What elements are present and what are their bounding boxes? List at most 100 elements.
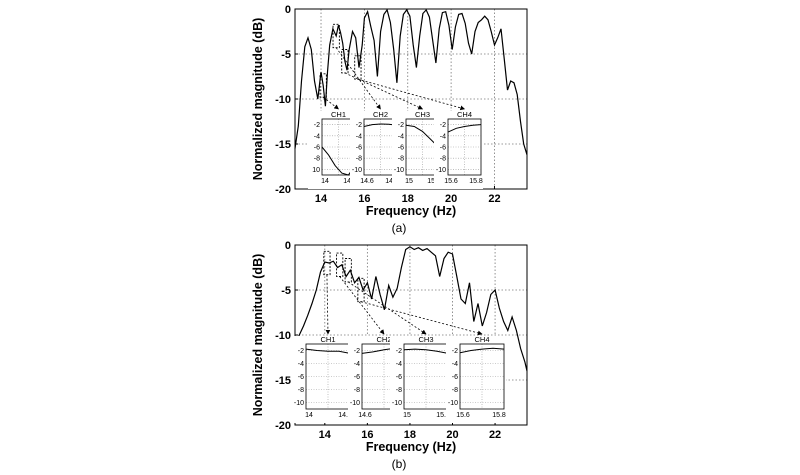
inset-y-tick-label: -4 [452,361,458,368]
x-axis-label: Frequency (Hz) [366,204,456,218]
inset-y-tick-label: -8 [356,156,362,163]
inset-y-tick-label: -8 [298,387,304,394]
inset-y-tick-label: -6 [354,374,360,381]
inset-y-tick-label: -2 [452,348,458,355]
inset-y-tick-label: -8 [452,387,458,394]
inset-y-tick-label: -6 [440,145,446,152]
inset-x-tick-label: 15.8 [469,178,483,185]
inset-y-tick-label: -4 [354,361,360,368]
panel-a: 14 16 18 20 22 0 -5 -10 -15 -20 Frequency (Hz) Norm… [251,4,528,235]
zoom-arrow [360,301,483,336]
inset-y-tick-label: -2 [396,348,402,355]
x-tick-label: 22 [488,193,500,205]
inset-y-tick-label: -4 [398,133,404,140]
inset-y-tick-label: -8 [398,156,404,163]
zoom-arrow [325,274,331,335]
inset-x-tick-label: 15.6 [444,178,458,185]
inset-title: CH4 [474,335,489,344]
inset-x-tick-label: 14 [321,178,329,185]
inset-y-tick-label: -8 [314,156,320,163]
spectrum-series-line [294,8,528,155]
x-tick-label: 20 [446,429,458,441]
zoom-arrow [335,47,381,110]
inset-y-tick-label: -10 [294,400,304,407]
panel-caption: (a) [392,221,407,235]
y-tick-label: -20 [275,420,291,432]
inset-y-tick-label: -4 [396,361,402,368]
inset-y-tick-label: -6 [298,374,304,381]
inset-title: CH2 [373,110,388,119]
zoom-arrow [339,276,385,335]
panel-b: 14 16 18 20 22 0 -5 -10 -15 -20 Frequency (Hz) Norm… [251,240,528,471]
inset-x-tick-label: 15.8 [492,412,506,419]
inset-background [308,111,357,189]
inset-y-tick-label: -4 [314,133,320,140]
inset-x-tick-label: 15 [403,412,411,419]
inset-y-tick-label: -6 [398,145,404,152]
inset-background [392,111,441,189]
inset-title: CH1 [331,110,346,119]
inset-series-line [405,124,440,148]
x-tick-label: 14 [319,429,332,441]
highlight-box-ch4 [357,277,365,303]
x-tick-label: 22 [489,429,501,441]
inset-y-tick-label: -10 [394,167,404,174]
highlight-box-ch1 [319,73,327,98]
zoom-arrow [344,72,424,110]
inset-ch4: -2 -4 -6 -8 -10 CH4 15.6 15.8 [446,335,506,423]
inset-series-line [321,146,356,176]
inset-y-tick-label: -10 [436,167,446,174]
inset-series-line [447,124,482,133]
x-tick-label: 20 [445,193,457,205]
inset-background [434,111,483,189]
y-tick-label: -10 [275,330,291,342]
inset-series-line [403,348,449,354]
inset-y-tick-label: -2 [398,122,404,129]
inset-x-tick-label: 14.2 [338,412,352,419]
inset-series-line [363,123,398,127]
y-axis-label: Normalized magnitude (dB) [251,254,265,417]
x-tick-label: 16 [358,193,370,205]
inset-y-tick-label: -4 [440,133,446,140]
y-tick-label: 0 [285,4,291,16]
inset-ch1: -2-4-6-810CH11414.2 [308,110,357,189]
inset-x-tick-label: 14.6 [358,412,372,419]
y-tick-label: -20 [275,184,291,196]
zoom-arrow [322,96,339,110]
inset-title: CH4 [457,110,472,119]
highlight-box-ch2 [332,23,340,49]
y-tick-label: -5 [281,49,291,61]
x-tick-label: 18 [402,193,414,205]
inset-y-tick-label: -6 [452,374,458,381]
inset-y-tick-label: -10 [392,400,402,407]
inset-y-tick-label: -6 [314,145,320,152]
inset-y-tick-label: -4 [298,361,304,368]
inset-y-tick-label: -4 [356,133,362,140]
x-tick-label: 18 [404,429,416,441]
highlight-box-ch3 [341,49,349,74]
inset-y-tick-label: -2 [440,122,446,129]
inset-y-tick-label: -8 [440,156,446,163]
inset-x-tick-label: 14.6 [360,178,374,185]
inset-x-tick-label: 15 [405,178,413,185]
inset-series-line [459,347,505,354]
y-tick-label: -10 [275,94,291,106]
spectrum-series-line [294,246,528,372]
inset-title: CH3 [418,335,433,344]
inset-y-tick-label: -6 [356,145,362,152]
inset-title: CH1 [320,335,335,344]
y-tick-label: -5 [281,285,291,297]
zoom-arrow [357,78,466,111]
inset-y-tick-label: -10 [352,167,362,174]
inset-y-tick-label: -10 [350,400,360,407]
inset-y-tick-label: -6 [396,374,402,381]
y-tick-label: -15 [275,139,291,151]
inset-ch4: -2 -4 -6 -8 -10 CH4 15.6 15.8 [434,110,483,189]
y-tick-label: 0 [285,240,291,252]
inset-x-tick-label: 15.6 [456,412,470,419]
inset-series-line [305,348,351,354]
